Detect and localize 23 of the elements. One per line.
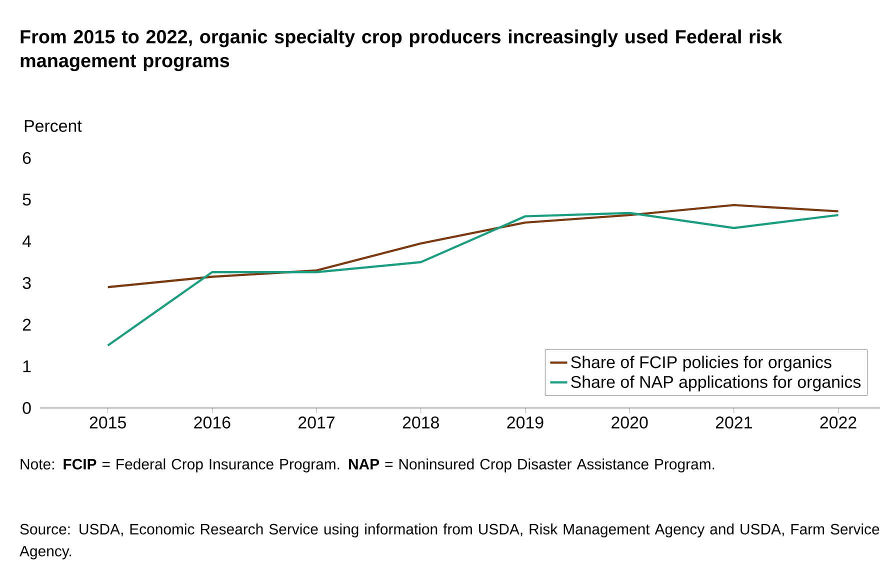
legend-label: Share of FCIP policies for organics: [571, 356, 832, 372]
source-note: Source: USDA, Economic Research Service using information from USDA, Risk Management Agency and USDA, Farm Service Agency.: [20, 524, 880, 560]
x-tick-label: 2015: [90, 416, 126, 429]
x-tick-label: 2020: [612, 416, 648, 429]
y-tick-label: 6: [22, 152, 31, 164]
y-tick-label: 2: [22, 318, 31, 331]
text: Note: FCIP = Federal Crop Insurance Program. NAP = Noninsured Crop Disaster Assistance Program.: [20, 458, 714, 472]
line-series: [106, 212, 840, 347]
line-series: [106, 204, 840, 288]
y-tick-label: 3: [22, 276, 31, 289]
x-tick-label: 2016: [194, 416, 230, 429]
x-tick-label: 2019: [507, 416, 544, 429]
x-tick-label: 2022: [820, 416, 856, 429]
legend-label: Share of NAP applications for organics: [571, 376, 861, 392]
y-tick-label: 0: [22, 402, 31, 414]
x-tick-label: 2017: [298, 416, 335, 429]
chart-title: From 2015 to 2022, organic specialty crop producers increasingly used Federal risk management programs: [20, 30, 782, 72]
x-tick-label: 2018: [402, 416, 439, 429]
y-tick-label: 4: [22, 235, 31, 248]
y-tick-label: 5: [22, 194, 31, 206]
y-axis-title: Percent: [24, 120, 82, 132]
y-tick-label: 1: [23, 360, 31, 372]
x-tick-label: 2021: [716, 416, 752, 429]
